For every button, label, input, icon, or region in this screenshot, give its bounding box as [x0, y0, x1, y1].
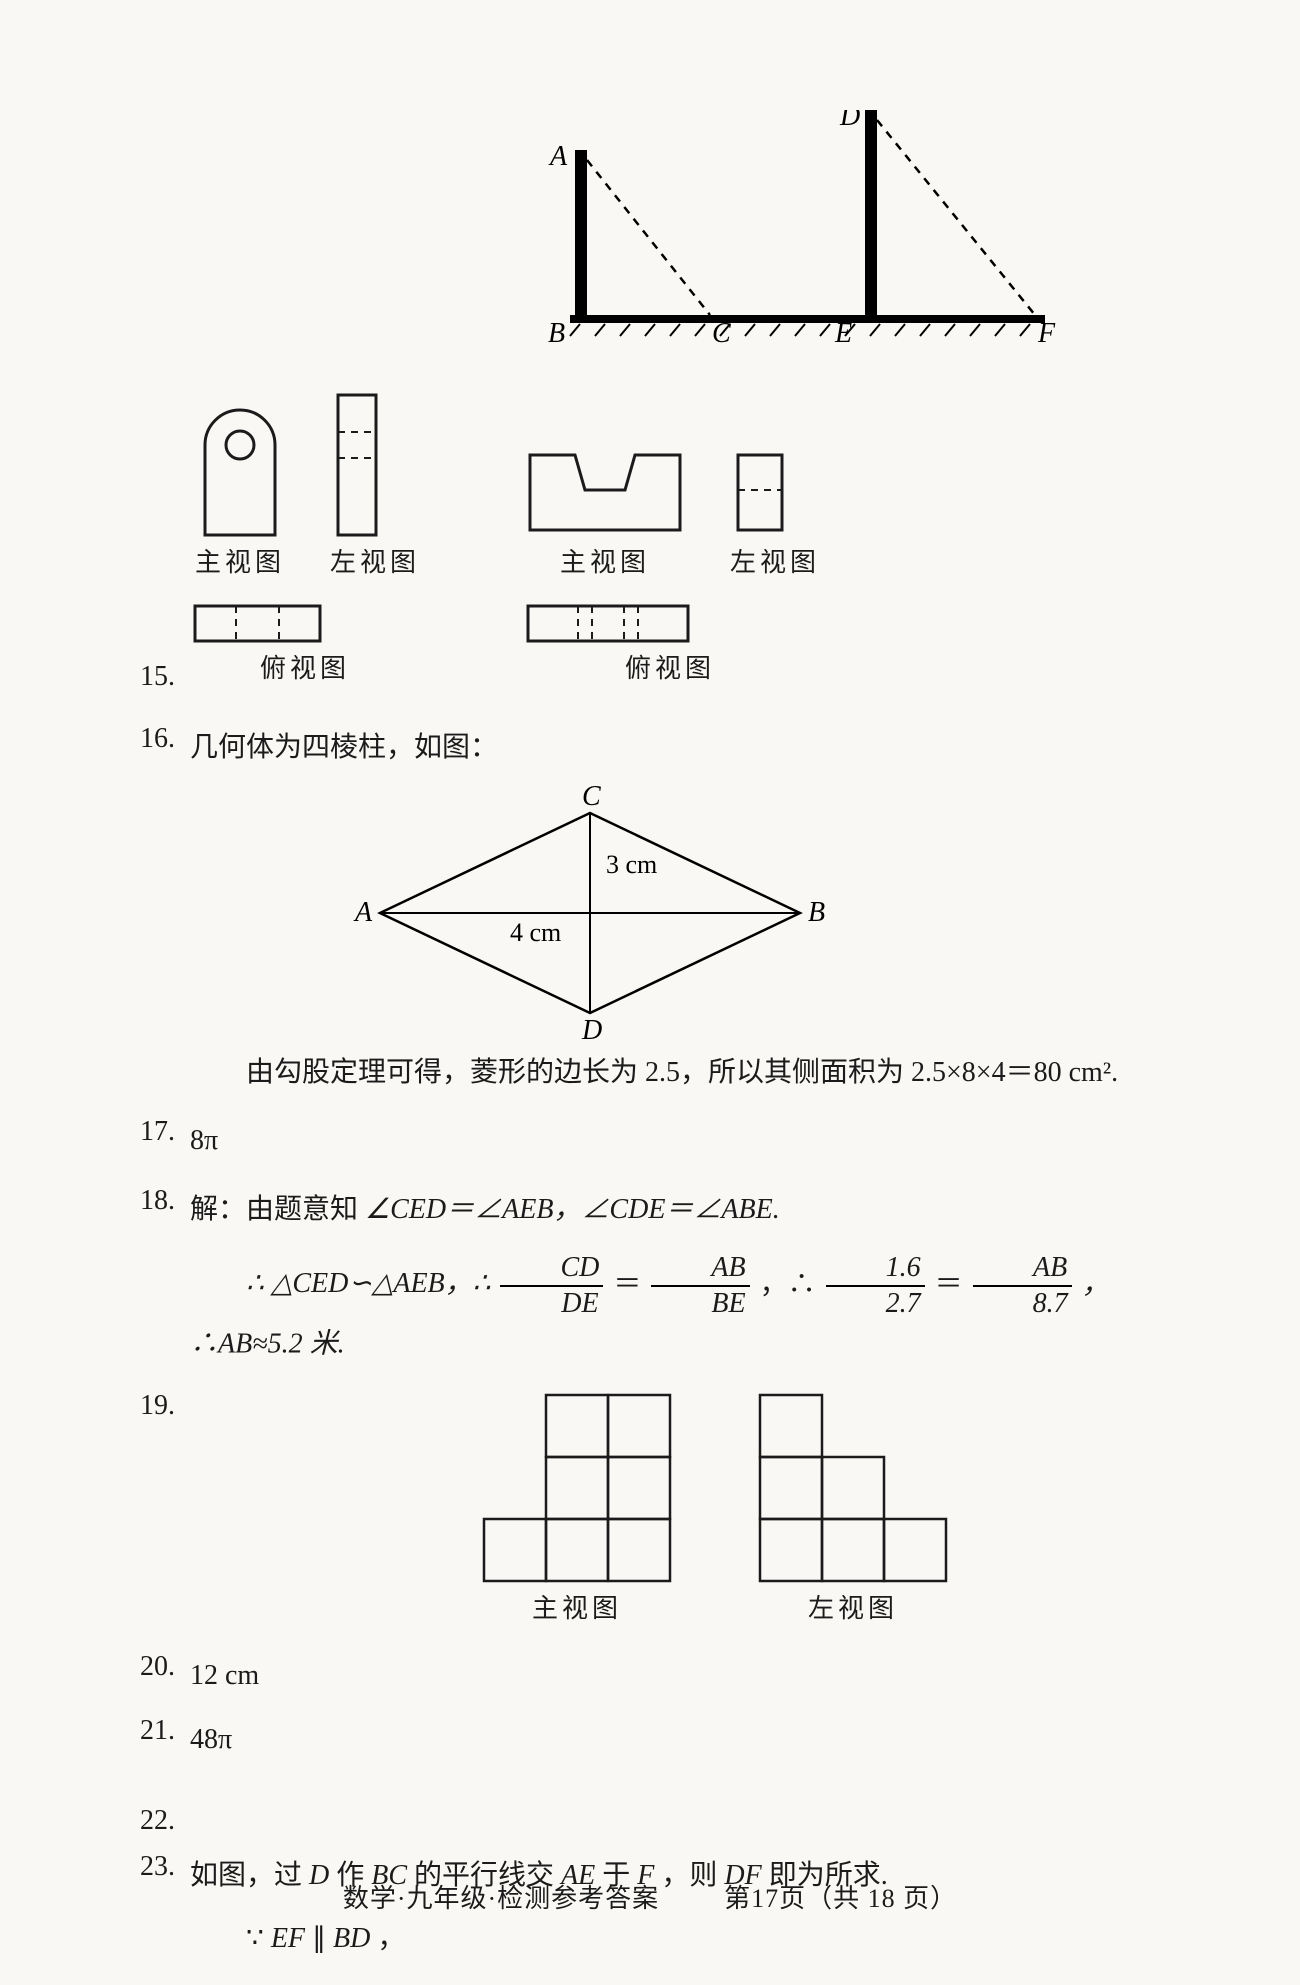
q21: 21. 48π — [140, 1715, 1180, 1765]
q15: 15. 主视图 — [140, 390, 1180, 693]
q15-set1-left-svg — [330, 390, 385, 540]
q15-set1-front-label: 主视图 — [190, 540, 290, 587]
q23-l2-because: ∵ — [246, 1923, 264, 1954]
q15-set2: 主视图 左视图 — [520, 445, 820, 693]
q22: 22. — [140, 1805, 1180, 1837]
q15-number: 15. — [140, 661, 190, 693]
q23-l2-tail: ， — [377, 1923, 405, 1954]
q15-set1-top-label: 俯视图 — [190, 646, 420, 693]
q16-after: 由勾股定理可得，菱形的边长为 2.5，所以其侧面积为 2.5×8×4＝80 cm… — [190, 1048, 1180, 1098]
q19-left-svg — [755, 1390, 951, 1586]
q21-number: 21. — [140, 1715, 190, 1747]
rhombus-3cm: 3 cm — [606, 850, 657, 879]
q18-pre: 解：由题意知 — [190, 1194, 358, 1225]
q19-left-label: 左视图 — [755, 1586, 951, 1633]
q18-frac3: 1.6 2.7 — [826, 1253, 925, 1318]
q15-set1-top-svg — [190, 601, 325, 646]
rhombus-svg: A B C D 3 cm 4 cm — [350, 783, 830, 1043]
rhombus-4cm: 4 cm — [510, 918, 561, 947]
q16-intro: 几何体为四棱柱，如图： — [190, 732, 498, 763]
q18: 18. 解：由题意知 ∠CED＝∠AEB，∠CDE＝∠ABE. ∴ △CED∽△… — [140, 1185, 1180, 1370]
label-D: D — [839, 110, 860, 132]
footer-left: 数学·九年级·检测参考答案 — [343, 1884, 659, 1913]
q20-number: 20. — [140, 1651, 190, 1683]
q23-l2-BD: BD — [333, 1923, 370, 1954]
q18-eq1: ∠CED＝∠AEB，∠CDE＝∠ABE. — [365, 1194, 780, 1225]
rhombus-D: D — [581, 1015, 602, 1043]
q21-text: 48π — [190, 1715, 232, 1765]
q15-set2-left-label: 左视图 — [730, 540, 820, 587]
q16-number: 16. — [140, 723, 190, 755]
q15-set2-top-label: 俯视图 — [520, 646, 820, 693]
top-shadow-diagram: A B C D E F — [540, 110, 1180, 370]
rhombus-A: A — [353, 897, 373, 928]
q15-set2-front-svg — [520, 445, 690, 540]
q20-text: 12 cm — [190, 1651, 259, 1701]
q22-number: 22. — [140, 1805, 190, 1837]
q19-number: 19. — [140, 1390, 190, 1422]
q15-set2-left-svg — [730, 445, 790, 540]
q17-text: 8π — [190, 1116, 218, 1166]
q19-front-label: 主视图 — [479, 1586, 675, 1633]
footer-right: 第17页（共 18 页） — [724, 1884, 957, 1913]
q20: 20. 12 cm — [140, 1651, 1180, 1701]
q17-number: 17. — [140, 1116, 190, 1148]
label-A: A — [548, 141, 568, 172]
q19-front-svg — [479, 1390, 675, 1586]
q18-frac1: CD DE — [500, 1253, 603, 1318]
q19: 19. 主视图 左视图 — [140, 1390, 1180, 1633]
q18-therefore: ∴ △CED∽△AEB，∴ — [246, 1268, 490, 1299]
q15-set1-left-label: 左视图 — [330, 540, 420, 587]
rhombus-C: C — [582, 783, 601, 812]
label-B: B — [548, 318, 565, 349]
q18-frac4: AB 8.7 — [973, 1253, 1072, 1318]
q18-frac2: AB BE — [651, 1253, 749, 1318]
q15-set1-front-svg — [190, 390, 290, 540]
q18-number: 18. — [140, 1185, 190, 1217]
q15-set2-top-svg — [520, 601, 695, 646]
q16: 16. 几何体为四棱柱，如图： A B C D 3 cm 4 cm 由勾股定理可… — [140, 723, 1180, 1099]
q23-l2-EF: EF — [271, 1923, 305, 1954]
page: A B C D E F — [0, 0, 1300, 1985]
q17: 17. 8π — [140, 1116, 1180, 1166]
q15-set1: 主视图 左视图 — [190, 390, 420, 693]
rhombus-B: B — [808, 897, 825, 928]
q15-set2-front-label: 主视图 — [520, 540, 690, 587]
shadow-svg: A B C D E F — [540, 110, 1060, 370]
q23-l2-par: ∥ — [312, 1923, 326, 1954]
page-footer: 数学·九年级·检测参考答案 第17页（共 18 页） — [0, 1878, 1300, 1915]
